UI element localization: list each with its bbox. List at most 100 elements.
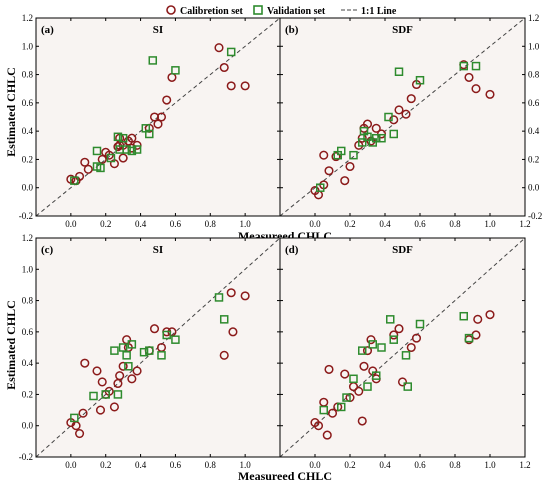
validation-point	[113, 390, 123, 399]
validation-point	[384, 112, 393, 122]
calibration-point	[464, 72, 474, 82]
legend-line-label: 1:1 Line	[361, 6, 397, 17]
calibration-point	[366, 335, 376, 345]
validation-point	[127, 146, 137, 156]
validation-series	[70, 47, 236, 185]
calibration-point	[97, 154, 107, 164]
panel-2: 0.0 0.2 0.4 0.6 0.8 1.0 1.2-0.20.00.20.40.60.8…	[279, 13, 542, 229]
panel-1: 0.0 0.2 0.4 0.6 0.8 1.0 -0.2 0.0 0.2 0.4 0.6 0.8 1.0…	[19, 13, 281, 229]
calibration-point	[394, 324, 404, 334]
validation-point	[122, 351, 131, 360]
validation-series	[70, 293, 229, 423]
validation-point	[96, 163, 105, 173]
calibration-point	[473, 314, 483, 324]
validation-point	[377, 133, 386, 143]
calibration-point	[240, 81, 250, 91]
calibration-point	[359, 361, 369, 371]
x-tick-label: 0.8	[449, 219, 461, 229]
y-tick-label-right: 0.4	[528, 126, 540, 136]
calibration-point	[485, 89, 495, 99]
validation-point	[459, 311, 468, 321]
legend-calibration-marker	[166, 5, 176, 15]
calibration-point	[340, 369, 350, 379]
x-tick-label: 0.8	[449, 460, 461, 470]
x-tick-label: 0.4	[379, 219, 391, 229]
x-axis-title-bottom: Measureed CHLC	[238, 469, 332, 483]
y-tick-label: 1.2	[22, 233, 33, 243]
validation-point	[403, 382, 412, 391]
calibration-point	[109, 402, 119, 412]
x-tick-label: 0.4	[135, 219, 147, 229]
x-tick-label: 0.2	[344, 219, 355, 229]
validation-point	[337, 402, 346, 412]
validation-point	[372, 371, 381, 380]
calibration-point	[95, 405, 106, 415]
x-tick-label: 0.6	[414, 219, 426, 229]
y-tick-label: 0.6	[22, 98, 34, 108]
validation-point	[92, 146, 102, 156]
calibration-point	[80, 358, 90, 368]
y-tick-label-right: 0.8	[528, 70, 540, 80]
y-axis-title-top: Estimated CHLC	[4, 67, 18, 157]
x-tick-label: 0.6	[170, 219, 182, 229]
calibration-point	[214, 43, 224, 53]
calibration-point	[115, 371, 125, 381]
validation-point	[214, 293, 224, 302]
validation-point	[101, 390, 110, 399]
validation-point	[319, 405, 328, 415]
y-tick-label-right: -0.2	[528, 211, 542, 221]
validation-point	[157, 351, 166, 360]
y-tick-label: 0.4	[22, 358, 34, 368]
validation-point	[89, 391, 98, 401]
panel-title: SI	[153, 244, 163, 256]
calibration-point	[340, 176, 350, 186]
calibration-point	[226, 81, 236, 91]
validation-point	[145, 129, 154, 139]
calibration-point	[411, 333, 422, 343]
validation-point	[124, 362, 133, 371]
validation-point	[401, 351, 411, 360]
x-tick-label: 1.2	[519, 219, 530, 229]
x-tick-label: 0.2	[344, 460, 355, 470]
validation-point	[122, 145, 131, 154]
calibration-point	[394, 105, 404, 115]
calibration-point	[226, 288, 236, 298]
validation-point	[459, 61, 468, 71]
y-tick-label-right: 0.0	[528, 183, 540, 193]
validation-point	[415, 75, 425, 85]
calibration-point	[92, 366, 102, 376]
validation-point	[464, 333, 474, 343]
calibration-point	[345, 161, 355, 172]
panel-3: 0.0 0.2 0.4 0.6 0.8 1.0 -0.2 0.0 0.2 0.4 0.6 0.8 1.0…	[19, 233, 281, 470]
y-tick-label-right: 0.2	[528, 154, 539, 164]
calibration-point	[322, 430, 332, 440]
calibration-point	[362, 346, 373, 356]
validation-point	[394, 67, 404, 76]
x-tick-label: 1.2	[519, 460, 530, 470]
validation-series	[319, 311, 474, 415]
calibration-point	[162, 95, 172, 105]
calibration-point	[240, 291, 250, 301]
calibration-point	[78, 408, 88, 418]
calibration-point	[219, 350, 229, 360]
x-tick-label: 1.0	[484, 460, 496, 470]
calibration-point	[156, 112, 167, 122]
panel-label: (d)	[285, 244, 299, 256]
y-tick-label: 0.0	[22, 183, 34, 193]
validation-point	[226, 47, 236, 57]
panel-title: SDF	[392, 24, 413, 36]
validation-point	[349, 374, 358, 384]
validation-point	[171, 335, 180, 344]
validation-point	[145, 346, 154, 355]
validation-point	[70, 176, 79, 185]
validation-point	[372, 133, 381, 143]
validation-point	[349, 150, 358, 160]
y-tick-label: 1.0	[22, 41, 34, 51]
validation-point	[70, 413, 79, 423]
calibration-point	[149, 324, 160, 334]
calibration-point	[354, 386, 364, 396]
calibration-point	[80, 157, 90, 167]
validation-point	[162, 330, 171, 340]
validation-point	[415, 319, 425, 329]
